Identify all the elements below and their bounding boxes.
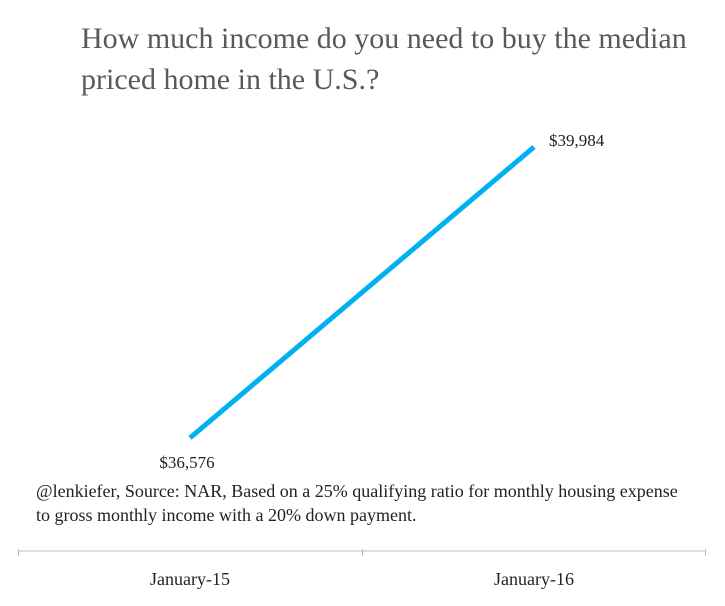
data-label: $39,984 xyxy=(549,131,605,150)
data-labels: $36,576 $39,984 xyxy=(159,131,604,472)
source-note: @lenkiefer, Source: NAR, Based on a 25% … xyxy=(36,481,678,525)
chart-title: How much income do you need to buy the m… xyxy=(81,22,687,96)
series-line xyxy=(188,145,536,440)
x-tick-labels: January-15 January-16 xyxy=(150,569,574,589)
data-label: $36,576 xyxy=(159,453,214,472)
x-tick-label: January-16 xyxy=(494,569,574,589)
x-tick-label: January-15 xyxy=(150,569,230,589)
